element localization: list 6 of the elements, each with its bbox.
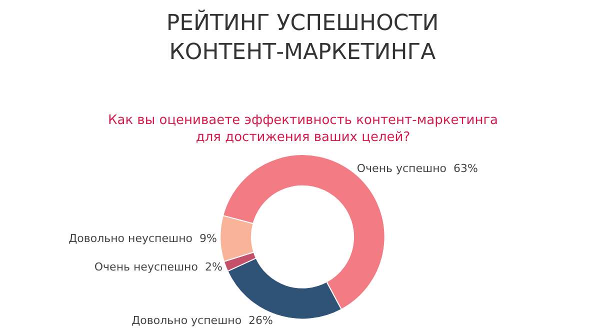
chart-title: РЕЙТИНГ УСПЕШНОСТИ КОНТЕНТ-МАРКЕТИНГА — [166, 9, 439, 65]
slice-label: Очень успешно 63% — [356, 162, 478, 175]
slice-label: Довольно неуспешно 9% — [68, 232, 217, 246]
chart-subtitle: Как вы оцениваете эффективность контент-маркетинга для достижения ваших целей? — [108, 113, 498, 145]
slice-label: Очень неуспешно 2% — [94, 260, 222, 274]
slice-label: Довольно успешно 26% — [132, 314, 273, 328]
